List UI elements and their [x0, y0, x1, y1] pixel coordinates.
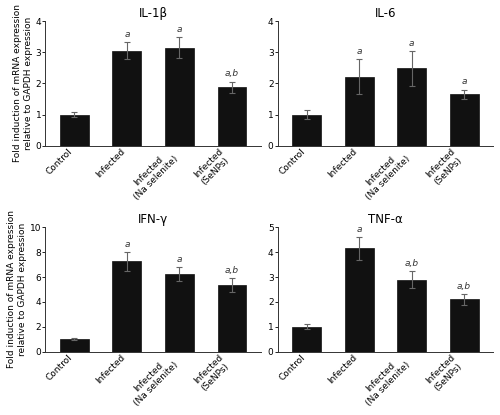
Bar	[60, 115, 89, 146]
Bar	[450, 300, 478, 352]
Text: a: a	[356, 47, 362, 56]
Bar	[292, 115, 321, 146]
Bar	[450, 94, 478, 146]
Bar	[292, 327, 321, 352]
Text: a,b: a,b	[457, 282, 471, 291]
Text: a: a	[462, 78, 467, 86]
Title: IL-1β: IL-1β	[138, 7, 168, 20]
Title: TNF-α: TNF-α	[368, 213, 403, 226]
Text: a,b: a,b	[404, 259, 418, 268]
Bar	[218, 285, 246, 352]
Bar	[112, 51, 142, 146]
Bar	[344, 76, 374, 146]
Text: a,b: a,b	[225, 69, 239, 78]
Bar	[112, 261, 142, 352]
Bar	[218, 87, 246, 146]
Bar	[397, 280, 426, 352]
Text: a: a	[409, 39, 414, 48]
Text: a: a	[356, 225, 362, 234]
Bar	[397, 68, 426, 146]
Y-axis label: Fold induction of mRNA expression
relative to GAPDH expression: Fold induction of mRNA expression relati…	[12, 5, 33, 162]
Text: a: a	[124, 240, 130, 249]
Title: IL-6: IL-6	[374, 7, 396, 20]
Title: IFN-γ: IFN-γ	[138, 213, 168, 226]
Text: a: a	[124, 30, 130, 39]
Bar	[60, 339, 89, 352]
Bar	[165, 274, 194, 352]
Bar	[165, 48, 194, 146]
Text: a,b: a,b	[225, 266, 239, 275]
Bar	[344, 249, 374, 352]
Text: a: a	[176, 255, 182, 264]
Text: a: a	[176, 24, 182, 34]
Y-axis label: Fold induction of mRNA expression
relative to GAPDH expression: Fold induction of mRNA expression relati…	[7, 210, 27, 369]
